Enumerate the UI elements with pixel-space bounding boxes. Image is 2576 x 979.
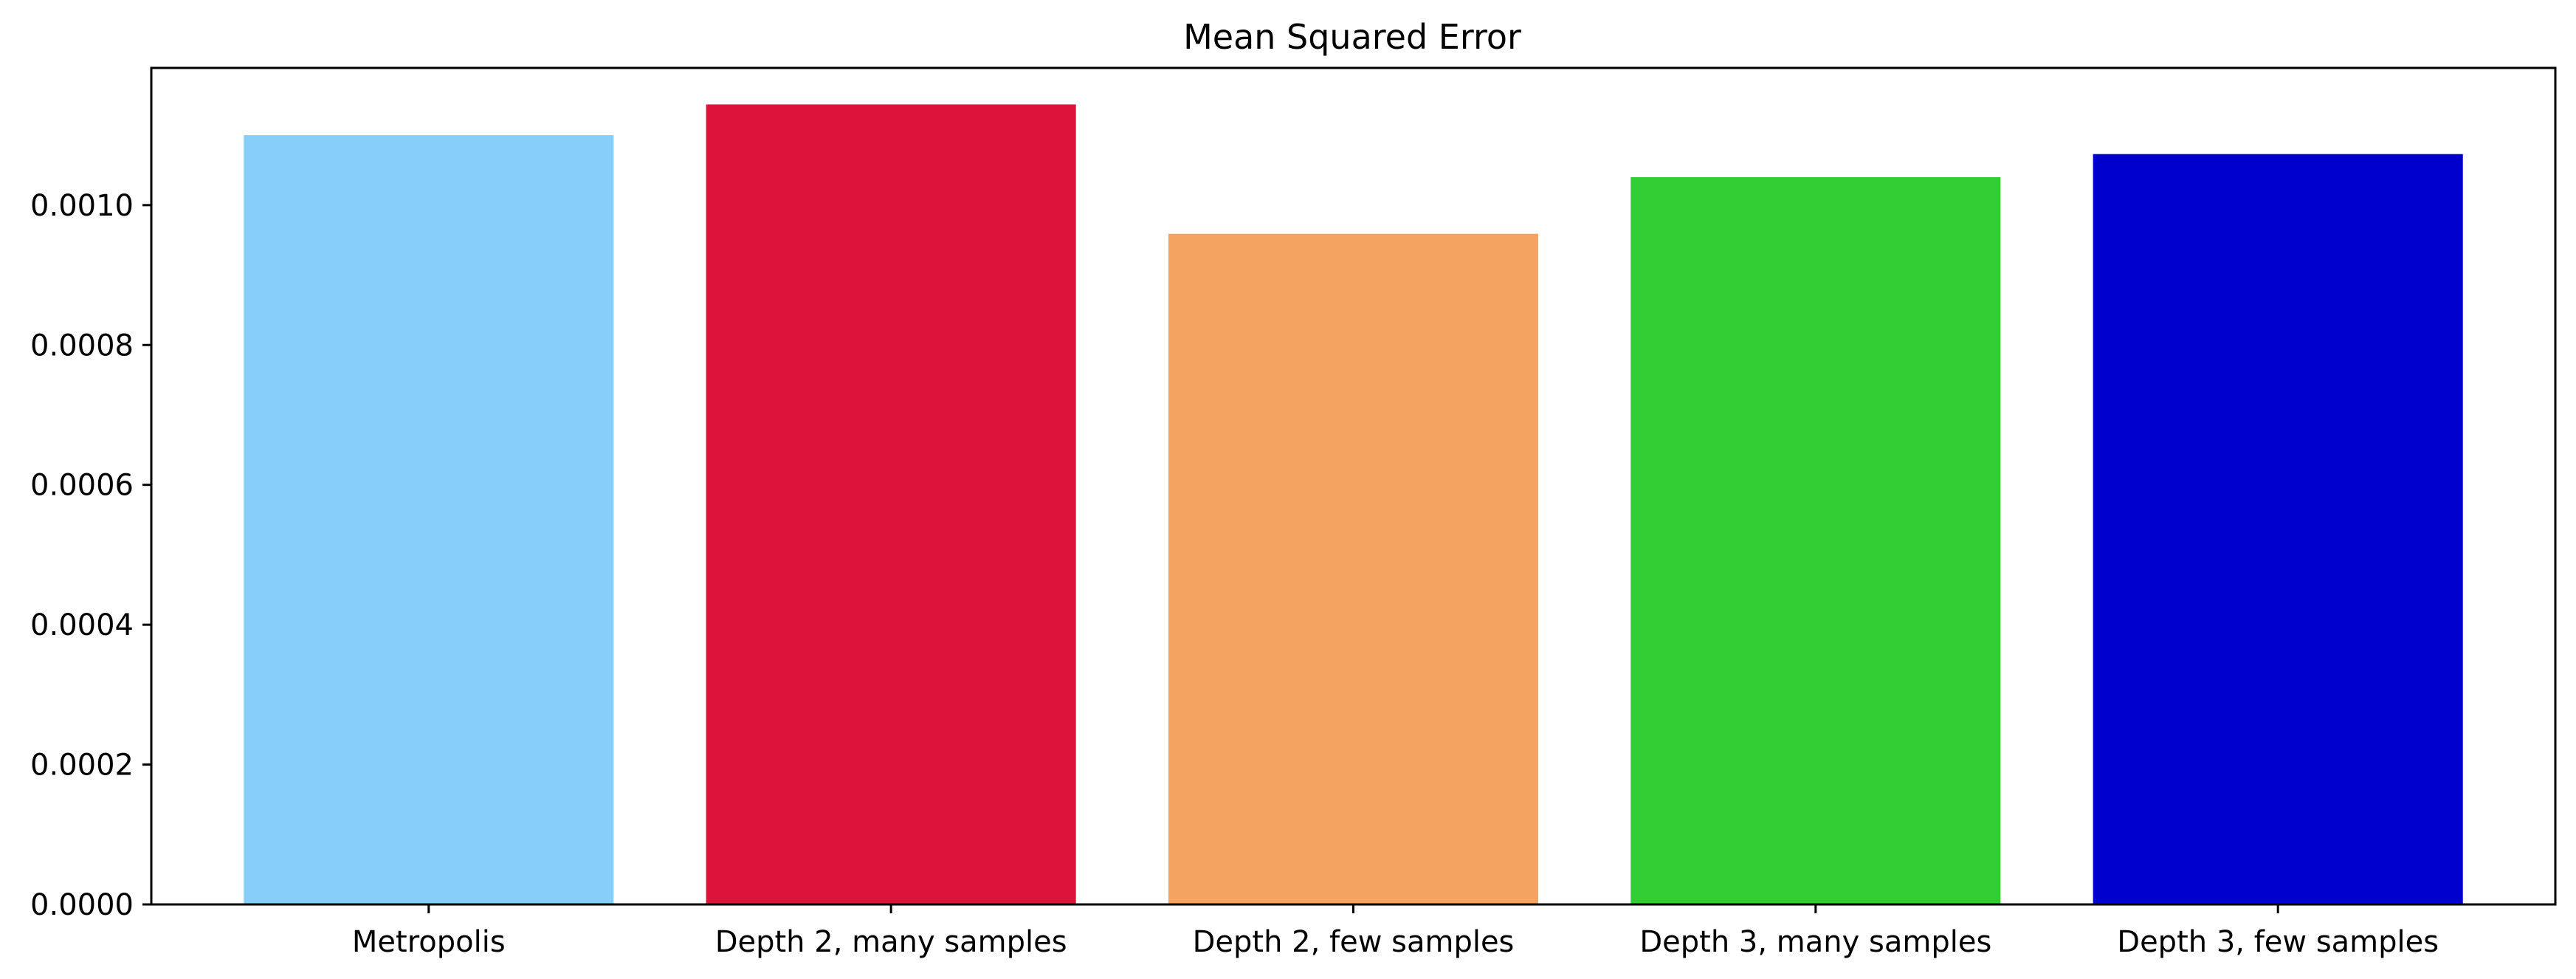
chart-title: Mean Squared Error	[1183, 17, 1521, 57]
x-tick-label-3: Depth 3, many samples	[1639, 925, 1991, 959]
plot-frame	[150, 66, 2557, 906]
y-tick-label-1: 0.0002	[30, 749, 134, 783]
x-axis-ticks: Metropolis Depth 2, many samples Depth 2, …	[352, 904, 2439, 959]
y-tick-label-2: 0.0004	[30, 608, 134, 642]
y-tick-label-0: 0.0000	[30, 888, 134, 922]
x-tick-label-0: Metropolis	[352, 925, 506, 959]
bar-1	[706, 104, 1076, 905]
bar-3	[1630, 176, 2001, 904]
y-tick-label-5: 0.0010	[30, 189, 134, 223]
y-tick-label-3: 0.0006	[30, 469, 134, 503]
bar-0	[244, 135, 614, 904]
x-tick-label-1: Depth 2, many samples	[715, 925, 1067, 959]
bars-group	[244, 104, 2463, 905]
x-tick-label-2: Depth 2, few samples	[1193, 925, 1515, 959]
y-axis-ticks: 0.0000 0.0002 0.0004 0.0006 0.0008 0.0010	[30, 189, 151, 922]
x-tick-label-4: Depth 3, few samples	[2117, 925, 2439, 959]
y-tick-label-4: 0.0008	[30, 329, 134, 363]
bar-4	[2093, 154, 2463, 904]
bar-2	[1168, 233, 1539, 904]
